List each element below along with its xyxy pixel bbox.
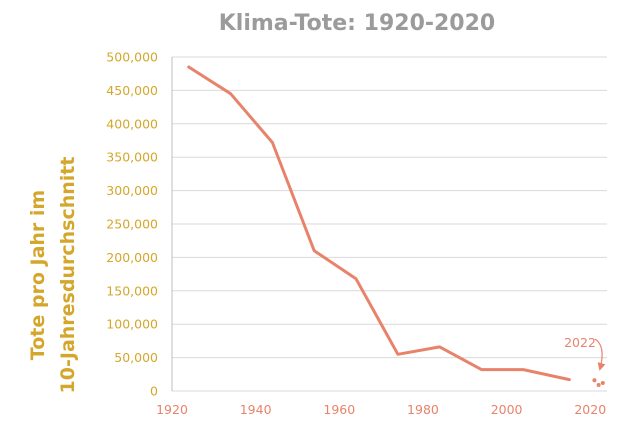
y-axis-label-line-2: 10-Jahresdurchschnitt (57, 157, 79, 394)
y-tick-label: 300,000 (106, 183, 158, 198)
annotation-label: 2022 (564, 335, 596, 350)
data-point (313, 249, 316, 252)
y-axis-label: Tote pro Jahr im 10-Jahresdurchschnitt (27, 157, 79, 394)
data-point (229, 92, 232, 95)
y-tick-label: 500,000 (106, 50, 158, 65)
data-point (271, 141, 274, 144)
data-point (396, 353, 399, 356)
x-tick-label: 1980 (407, 402, 439, 417)
y-tick-label: 0 (150, 384, 158, 399)
y-tick-label: 350,000 (106, 150, 158, 165)
series-line (187, 65, 571, 382)
data-point (355, 277, 358, 280)
annotation-dot (596, 382, 601, 387)
annotation-dot (600, 380, 605, 385)
data-point (187, 66, 190, 69)
data-point (480, 368, 483, 371)
y-tick-label: 100,000 (106, 317, 158, 332)
x-tick-label: 1960 (323, 402, 355, 417)
y-tick-label: 150,000 (106, 283, 158, 298)
y-tick-label: 50,000 (114, 350, 158, 365)
annotation-dot (592, 378, 597, 383)
x-tick-labels: 1920 1940 1960 1980 2000 2020 (156, 402, 606, 417)
y-tick-label: 400,000 (106, 116, 158, 131)
data-point (438, 345, 441, 348)
y-axis-label-line-1: Tote pro Jahr im (27, 190, 49, 360)
y-tick-label: 200,000 (106, 250, 158, 265)
chart-title: Klima-Tote: 1920-2020 (219, 11, 495, 36)
y-tick-label: 450,000 (106, 83, 158, 98)
x-tick-label: 1920 (156, 402, 188, 417)
data-point (568, 378, 571, 381)
annotation-group: 2022 (564, 335, 606, 371)
y-tick-label: 250,000 (106, 217, 158, 232)
x-tick-label: 2000 (491, 402, 523, 417)
series-group (187, 65, 605, 387)
y-tick-labels: 0 50,000 100,000 150,000 200,000 250,000 300,0… (106, 50, 158, 399)
x-tick-label: 2020 (574, 402, 606, 417)
annotation-arrow (594, 338, 606, 371)
x-tick-label: 1940 (240, 402, 272, 417)
gridlines (171, 56, 607, 392)
data-point (522, 368, 525, 371)
